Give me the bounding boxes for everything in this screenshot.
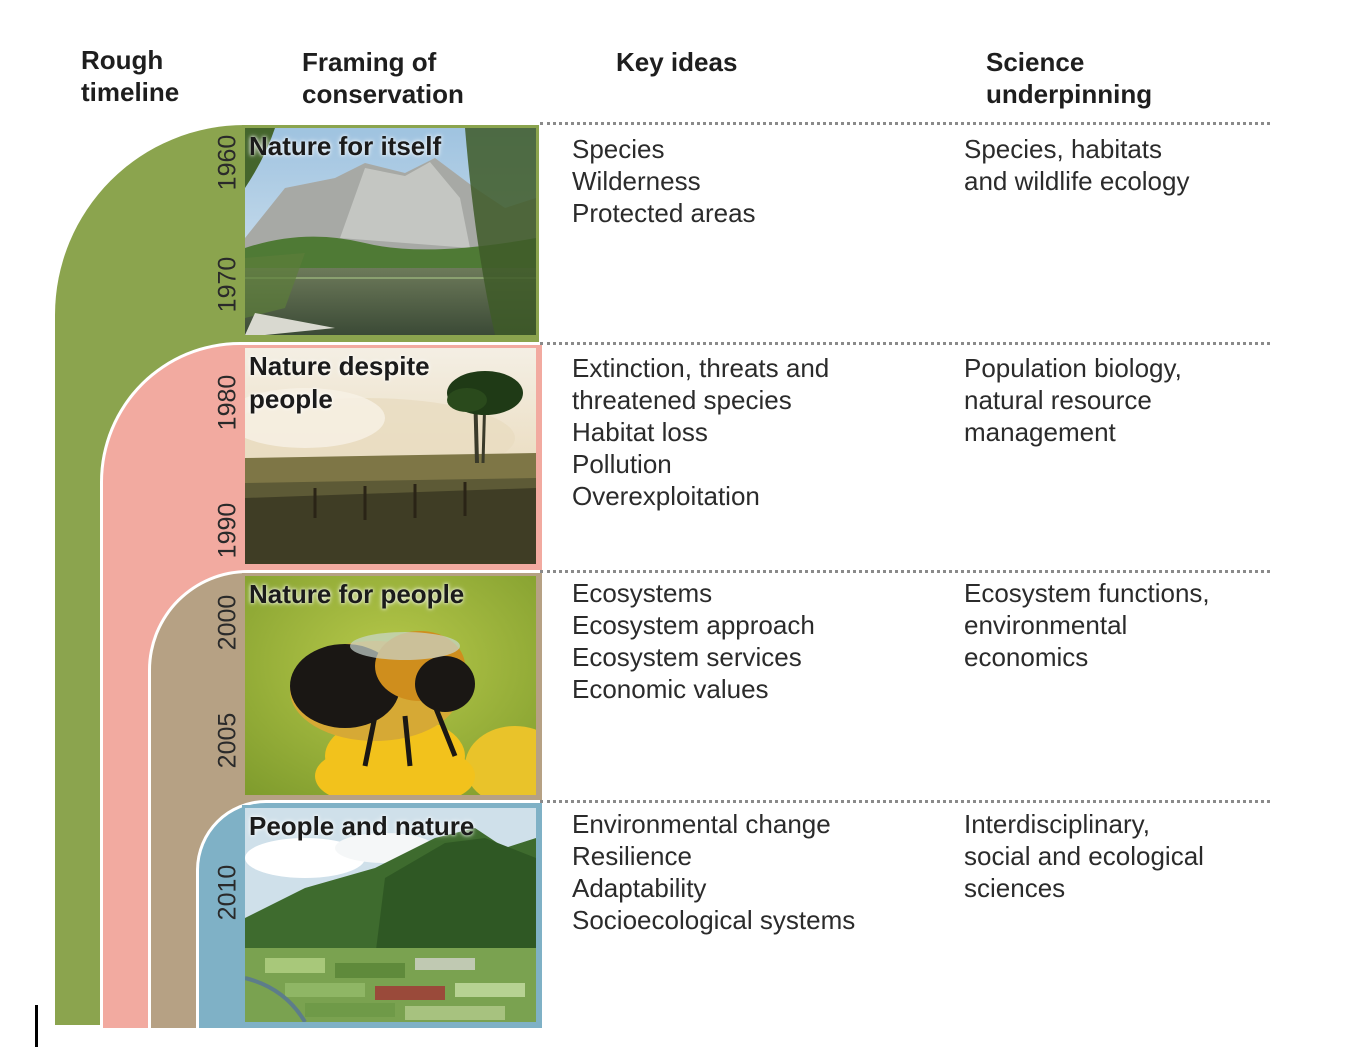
- key-idea: threatened species: [572, 385, 792, 415]
- science-row-4: Interdisciplinary, social and ecological…: [964, 808, 1204, 904]
- key-ideas-row-4: Environmental change Resilience Adaptabi…: [572, 808, 855, 936]
- science-row-1: Species, habitats and wildlife ecology: [964, 133, 1189, 197]
- key-idea: Environmental change: [572, 809, 831, 839]
- key-idea: Protected areas: [572, 198, 756, 228]
- key-idea: Resilience: [572, 841, 692, 871]
- separator-row-2: [540, 342, 1270, 345]
- science-line: environmental: [964, 610, 1128, 640]
- key-ideas-row-2: Extinction, threats and threatened speci…: [572, 352, 829, 512]
- header-rough-timeline: Rough timeline: [81, 45, 180, 107]
- science-line: Species, habitats: [964, 134, 1163, 164]
- year-label-2010: 2010: [213, 864, 242, 921]
- panel-title: Nature for itself: [249, 131, 442, 161]
- year-label-2000: 2000: [213, 594, 242, 651]
- year-label-1990: 1990: [213, 502, 242, 559]
- science-line: and wildlife ecology: [964, 166, 1190, 196]
- key-idea: Overexploitation: [572, 481, 760, 511]
- key-idea: Ecosystem services: [572, 642, 802, 672]
- key-idea: Species: [572, 134, 665, 164]
- science-line: social and ecological: [964, 841, 1204, 871]
- science-line: Ecosystem functions,: [964, 578, 1210, 608]
- panel-nature-despite-people: Nature despite people: [242, 345, 539, 567]
- year-label-1970: 1970: [213, 256, 242, 313]
- science-row-2: Population biology, natural resource man…: [964, 352, 1182, 448]
- science-line: economics: [964, 642, 1089, 672]
- panel-title: Nature despite people: [249, 351, 430, 414]
- separator-row-3: [540, 570, 1270, 573]
- key-idea: Wilderness: [572, 166, 701, 196]
- header-key-ideas: Key ideas: [616, 47, 738, 77]
- science-line: sciences: [964, 873, 1066, 903]
- text-cursor: [35, 1005, 38, 1047]
- key-idea: Adaptability: [572, 873, 707, 903]
- key-idea: Habitat loss: [572, 417, 708, 447]
- panel-nature-for-people: Nature for people: [242, 573, 539, 798]
- header-framing: Framing of conservation: [302, 47, 464, 109]
- panel-nature-for-itself: Nature for itself: [242, 125, 539, 338]
- key-idea: Ecosystem approach: [572, 610, 815, 640]
- science-line: Interdisciplinary,: [964, 809, 1150, 839]
- key-idea: Ecosystems: [572, 578, 713, 608]
- panel-title: People and nature: [249, 811, 475, 841]
- panel-people-and-nature: People and nature: [242, 805, 539, 1025]
- separator-top: [540, 122, 1270, 125]
- key-ideas-row-3: Ecosystems Ecosystem approach Ecosystem …: [572, 577, 815, 705]
- header-science: Science underpinning: [986, 47, 1153, 109]
- science-line: natural resource: [964, 385, 1152, 415]
- key-idea: Extinction, threats and: [572, 353, 830, 383]
- mountain-lake-image: [245, 128, 536, 335]
- key-idea: Socioecological systems: [572, 905, 856, 935]
- panel-title: Nature for people: [249, 579, 465, 609]
- key-idea: Economic values: [572, 674, 769, 704]
- valley-farmland-image: [245, 808, 536, 1022]
- key-ideas-row-1: Species Wilderness Protected areas: [572, 133, 756, 229]
- science-row-3: Ecosystem functions, environmental econo…: [964, 577, 1210, 673]
- bee-on-flower-image: [245, 576, 536, 795]
- year-label-1980: 1980: [213, 374, 242, 431]
- key-idea: Pollution: [572, 449, 672, 479]
- year-label-2005: 2005: [213, 712, 242, 769]
- burning-field-image: [245, 348, 536, 564]
- year-label-1960: 1960: [213, 134, 242, 191]
- separator-row-4: [540, 800, 1270, 803]
- science-line: management: [964, 417, 1116, 447]
- science-line: Population biology,: [964, 353, 1182, 383]
